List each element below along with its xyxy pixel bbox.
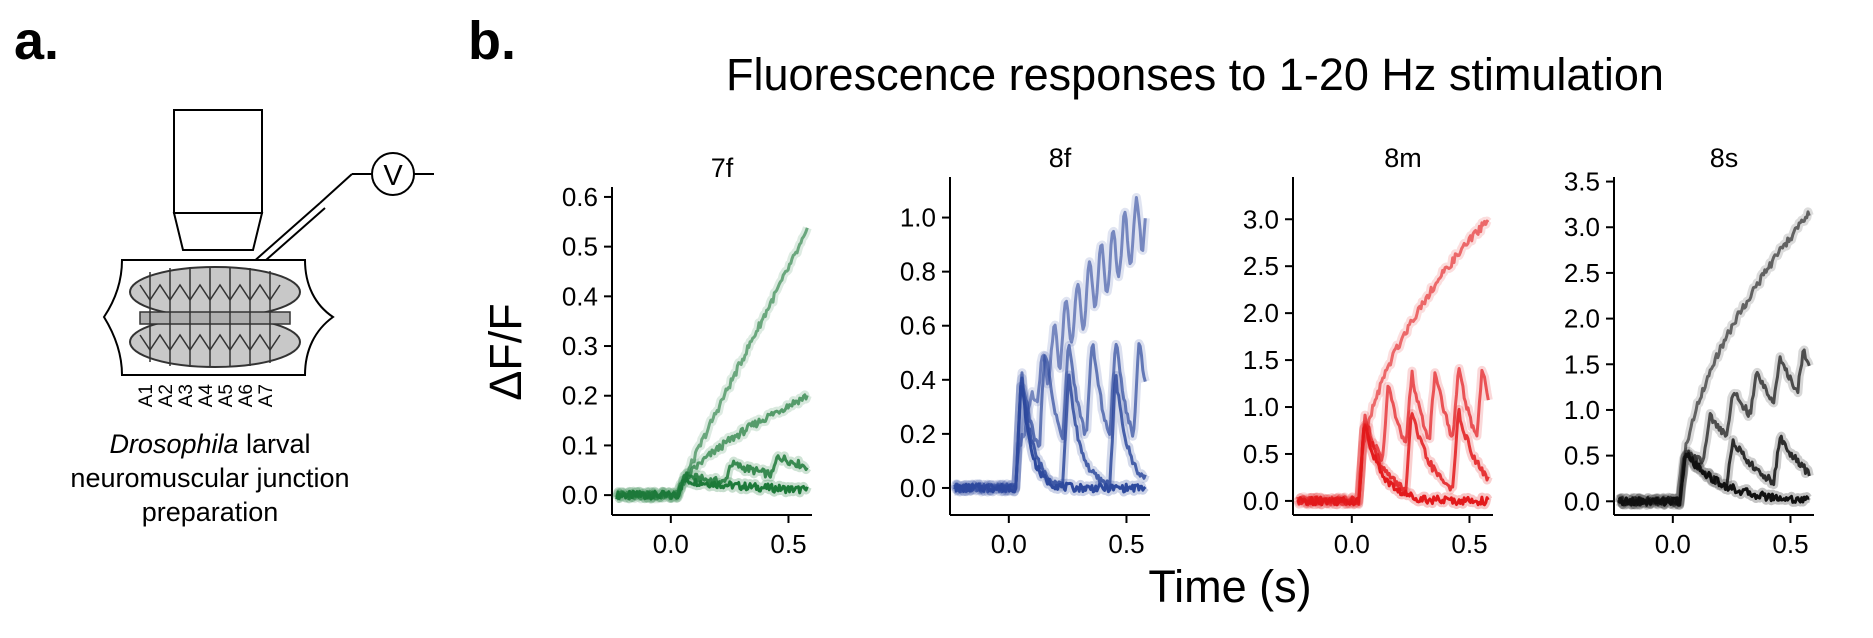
- series-line-20hz: [615, 227, 809, 501]
- preparation-schematic: V A1 A2 A3 A4 A5 A6 A7: [102, 109, 434, 408]
- x-tick-label: 0.5: [770, 529, 806, 559]
- caption-species: Drosophila: [109, 429, 239, 459]
- x-tick-label: 0.0: [1334, 529, 1370, 559]
- x-tick-label: 0.5: [1108, 529, 1144, 559]
- y-tick-label: 3.0: [1564, 212, 1600, 242]
- subplot-8s: 8s 0.0 0.5 1.0 1.5 2.0 2.5 3.0 3.5 0.0 0.5: [1564, 143, 1814, 559]
- y-tick-label: 0.6: [562, 182, 598, 212]
- y-tick-label: 0.4: [900, 365, 936, 395]
- series-line-20hz: [1297, 219, 1490, 507]
- segment-label-a5: A5: [216, 384, 237, 407]
- y-tick-label: 0.0: [900, 473, 936, 503]
- series-band-20hz: [1294, 216, 1492, 510]
- caption-line-3: preparation: [141, 497, 279, 527]
- segment-labels: A1 A2 A3 A4 A5 A6 A7: [136, 384, 277, 408]
- subplot-title: 8s: [1710, 143, 1739, 173]
- y-tick-label: 2.0: [1243, 298, 1279, 328]
- y-tick-label: 2.0: [1564, 304, 1600, 334]
- y-tick-label: 2.5: [1564, 258, 1600, 288]
- segment-label-a4: A4: [196, 384, 217, 408]
- x-tick-label: 0.0: [1655, 529, 1691, 559]
- y-axis-label: ΔF/F: [480, 303, 531, 401]
- caption-line-1-rest: larval: [238, 429, 311, 459]
- y-tick-label: 0.1: [562, 430, 598, 460]
- y-tick-label: 2.5: [1243, 251, 1279, 281]
- subplot-8f: 8f 0.0 0.2 0.4 0.6 0.8 1.0 0.0 0.5: [900, 143, 1150, 559]
- y-tick-label: 0.0: [1243, 486, 1279, 516]
- y-tick-label: 0.0: [562, 480, 598, 510]
- series-line-20hz: [954, 196, 1147, 494]
- subplot-title: 7f: [711, 153, 734, 183]
- panel-b-label: b.: [468, 11, 516, 71]
- y-tick-label: 3.5: [1564, 167, 1600, 197]
- subplot-7f: 7f 0.0 0.1 0.2 0.3 0.4 0.5 0.6 0.0 0.5: [562, 153, 812, 559]
- y-tick-label: 0.2: [900, 419, 936, 449]
- segment-label-a7: A7: [256, 384, 277, 407]
- y-tick-label: 0.5: [1564, 441, 1600, 471]
- subplot-title: 8f: [1049, 143, 1072, 173]
- chart-suptitle: Fluorescence responses to 1-20 Hz stimul…: [726, 49, 1664, 100]
- y-tick-label: 1.0: [1564, 395, 1600, 425]
- preparation-caption: Drosophila larval neuromuscular junction…: [60, 427, 360, 529]
- y-tick-label: 0.3: [562, 331, 598, 361]
- larva-icon: [129, 266, 301, 368]
- series-line-10hz: [1617, 348, 1811, 507]
- subplots: 7f 0.0 0.1 0.2 0.3 0.4 0.5 0.6 0.0 0.5 8f 0.0 0.2 0.4…: [562, 143, 1814, 559]
- segment-label-a6: A6: [236, 384, 257, 407]
- caption-line-1: Drosophila larval: [60, 427, 360, 461]
- y-tick-label: 0.6: [900, 311, 936, 341]
- panel-a-label: a.: [14, 11, 60, 71]
- y-tick-label: 0.8: [900, 257, 936, 287]
- x-tick-label: 0.5: [1451, 529, 1487, 559]
- y-tick-label: 1.5: [1564, 349, 1600, 379]
- voltmeter-label: V: [383, 160, 403, 192]
- y-tick-label: 0.5: [562, 232, 598, 262]
- x-tick-label: 0.0: [653, 529, 689, 559]
- subplot-8m: 8m 0.0 0.5 1.0 1.5 2.0 2.5 3.0 0.0 0.5: [1243, 143, 1493, 559]
- x-axis-label: Time (s): [1148, 561, 1311, 612]
- y-tick-label: 3.0: [1243, 204, 1279, 234]
- segment-label-a3: A3: [176, 384, 197, 407]
- segment-label-a1: A1: [136, 384, 157, 407]
- y-tick-label: 0.0: [1564, 486, 1600, 516]
- y-tick-label: 1.0: [1243, 392, 1279, 422]
- y-tick-label: 1.5: [1243, 345, 1279, 375]
- segment-label-a2: A2: [156, 384, 177, 407]
- x-tick-label: 0.0: [991, 529, 1027, 559]
- y-tick-label: 0.5: [1243, 439, 1279, 469]
- y-tick-label: 0.4: [562, 281, 598, 311]
- series-line-20hz: [1617, 210, 1811, 507]
- voltmeter-icon: [371, 152, 415, 196]
- subplot-title: 8m: [1384, 143, 1422, 173]
- y-tick-label: 0.2: [562, 381, 598, 411]
- microscope-objective-icon: [172, 109, 264, 251]
- caption-line-2: neuromuscular junction: [70, 463, 350, 493]
- x-tick-label: 0.5: [1772, 529, 1808, 559]
- y-tick-label: 1.0: [900, 203, 936, 233]
